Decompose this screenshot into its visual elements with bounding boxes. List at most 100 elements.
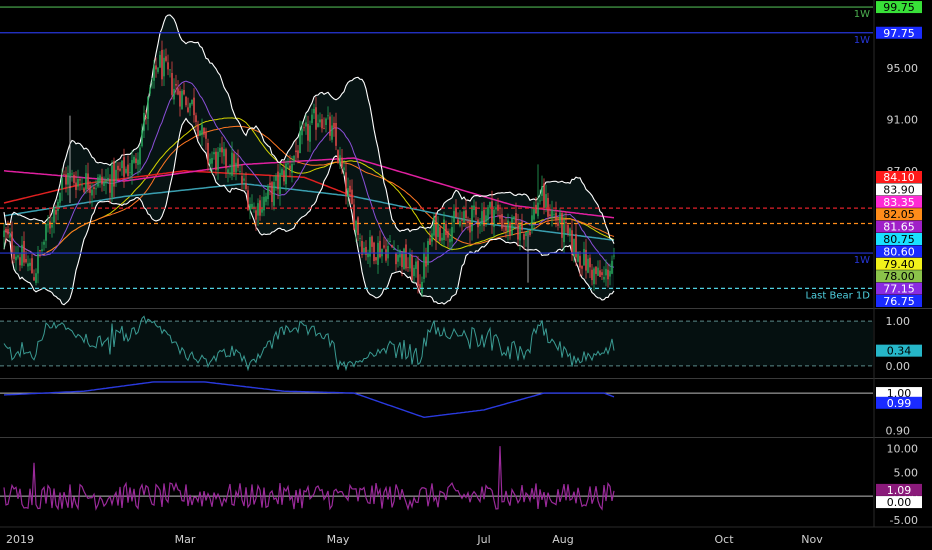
candle-body	[77, 178, 79, 187]
candle-body	[127, 164, 129, 177]
x-tick-2: May	[327, 533, 350, 546]
osc3-badge-0: 1.09	[887, 484, 912, 497]
candle-body	[561, 213, 563, 238]
candle-body	[441, 237, 443, 241]
candle-body	[597, 267, 599, 276]
candle-body	[95, 188, 97, 190]
candle-body	[573, 238, 575, 257]
candle-body	[419, 284, 421, 289]
price-badge-3: 83.90	[883, 183, 915, 196]
candle-body	[457, 219, 459, 224]
candle-body	[439, 227, 441, 241]
candle-body	[375, 257, 377, 261]
candle-body	[609, 270, 611, 277]
candle-body	[173, 88, 175, 100]
osc2-badge-1-bg	[876, 396, 922, 409]
x-tick-0: 2019	[6, 533, 34, 546]
candle-body	[541, 186, 543, 196]
candle-body	[219, 147, 221, 152]
price-badge-4-bg	[876, 195, 922, 208]
candle-body	[53, 207, 55, 223]
candle-body	[83, 188, 85, 192]
price-badge-9: 79.40	[883, 258, 915, 271]
candle-body	[369, 237, 371, 257]
price-badge-8-bg	[876, 245, 922, 258]
candle-body	[293, 155, 295, 162]
candle-body	[461, 219, 463, 221]
candle-body	[575, 234, 577, 258]
candle-body	[453, 211, 455, 223]
candle-body	[17, 255, 19, 258]
candle-body	[411, 255, 413, 281]
candle-body	[433, 216, 435, 236]
candle-body	[141, 130, 143, 147]
candle-body	[509, 222, 511, 236]
candle-body	[99, 175, 101, 183]
price-badge-6-bg	[876, 220, 922, 233]
candle-body	[163, 57, 165, 77]
candle-body	[105, 179, 107, 184]
candle-body	[583, 248, 585, 266]
price-badge-5-bg	[876, 208, 922, 221]
osc3-y-tick-1: 5.00	[894, 466, 919, 479]
candle-body	[227, 169, 229, 173]
candle-body	[401, 252, 403, 268]
candle-body	[529, 231, 531, 236]
candle-body	[585, 249, 587, 271]
candle-body	[291, 163, 293, 173]
level-label-5: Last Bear 1D	[805, 290, 870, 301]
price-badge-12: 76.75	[883, 295, 915, 308]
candle-body	[203, 127, 205, 135]
candle-body	[341, 157, 343, 168]
sma-line-1	[23, 125, 615, 257]
osc2-line	[3, 381, 615, 419]
candle-body	[403, 248, 405, 270]
candle-body	[103, 181, 105, 186]
candle-body	[405, 244, 407, 269]
candle-body	[175, 83, 177, 86]
candle-body	[501, 214, 503, 229]
candle-body	[473, 205, 475, 211]
candle-body	[333, 122, 335, 128]
price-badge-0-bg	[876, 1, 922, 14]
candle-body	[159, 54, 161, 68]
candle-body	[27, 263, 29, 267]
candle-body	[577, 251, 579, 262]
candle-body	[225, 149, 227, 169]
price-badge-6: 81.65	[883, 221, 915, 234]
candle-body	[269, 182, 271, 186]
candle-body	[459, 221, 461, 226]
candle-body	[223, 148, 225, 157]
candle-body	[87, 173, 89, 190]
candle-body	[571, 230, 573, 255]
price-badge-4: 83.35	[883, 196, 915, 209]
candle-body	[281, 168, 283, 175]
candle-body	[385, 249, 387, 261]
candle-body	[339, 155, 341, 165]
candle-body	[437, 223, 439, 237]
candle-body	[319, 119, 321, 123]
candle-body	[499, 215, 501, 219]
candle-body	[263, 196, 265, 211]
candle-body	[485, 215, 487, 222]
candle-body	[421, 281, 423, 294]
candle-body	[23, 240, 25, 263]
candle-body	[183, 90, 185, 95]
bollinger-lower	[3, 117, 615, 306]
candle-body	[149, 87, 151, 94]
price-badge-2-bg	[876, 171, 922, 183]
candle-body	[31, 258, 33, 274]
candle-body	[531, 215, 533, 231]
candle-body	[489, 201, 491, 208]
candle-body	[287, 163, 289, 165]
candle-body	[423, 253, 425, 279]
x-tick-4: Aug	[552, 533, 573, 546]
price-badge-11: 77.15	[883, 283, 915, 296]
candle-body	[153, 65, 155, 81]
candle-body	[535, 204, 537, 214]
candle-body	[193, 97, 195, 116]
candle-body	[357, 217, 359, 235]
price-badge-1-bg	[876, 26, 922, 39]
candle-body	[347, 188, 349, 197]
